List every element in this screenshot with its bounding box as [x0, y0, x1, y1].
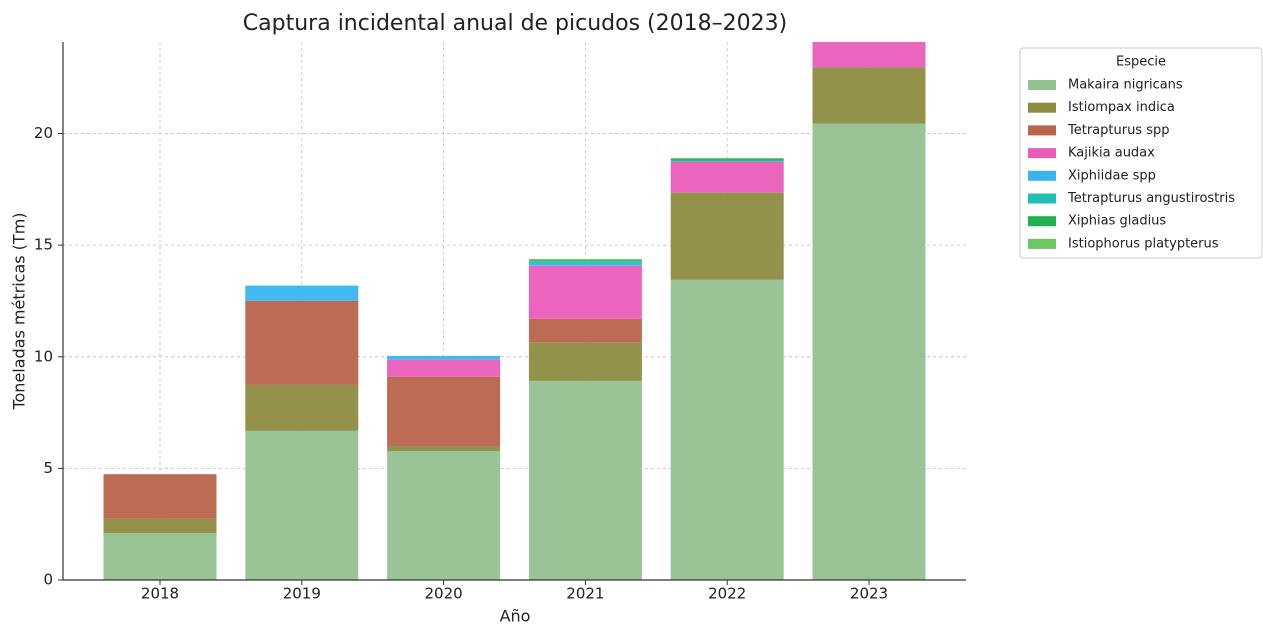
bar-segment [670, 161, 784, 193]
bar-segment [103, 518, 217, 534]
legend-label: Tetrapturus angustirostris [1067, 191, 1235, 206]
bar-segment [670, 160, 784, 162]
bar-segment [245, 384, 359, 431]
y-tick-label: 0 [43, 571, 53, 589]
legend-swatch [1028, 238, 1056, 249]
y-tick-label: 20 [34, 124, 53, 142]
bar-segment [245, 300, 359, 385]
bars [103, 42, 926, 580]
bar-segment [812, 67, 926, 124]
legend-swatch [1028, 102, 1056, 113]
legend-label: Xiphiidae spp [1068, 168, 1156, 183]
x-tick-label: 2020 [425, 585, 463, 603]
legend-title: Especie [1116, 55, 1166, 70]
bar-segment [670, 158, 784, 161]
bar-segment [528, 260, 642, 262]
bar-segment [528, 258, 642, 261]
legend-box [1019, 47, 1263, 259]
bar-segment [528, 342, 642, 381]
bar-segment [528, 265, 642, 319]
bar-segment [387, 376, 501, 447]
legend-label: Istiompax indica [1068, 100, 1175, 115]
bar-segment [670, 279, 784, 580]
legend-swatch [1028, 170, 1056, 181]
bar-segment [528, 380, 642, 580]
bar-segment [103, 533, 217, 580]
y-tick-label: 10 [34, 347, 53, 365]
x-tick-label: 2022 [708, 585, 746, 603]
y-tick-label: 15 [34, 236, 53, 254]
legend-label: Xiphias gladius [1068, 214, 1166, 229]
y-tick-label: 5 [43, 459, 53, 477]
bar-segment [387, 359, 501, 377]
legend-swatch [1028, 80, 1056, 90]
legend-label: Tetrapturus spp [1067, 123, 1170, 138]
bar-segment [528, 261, 642, 264]
bar-segment [245, 285, 359, 301]
bar-segment [387, 446, 501, 451]
bar-segment [670, 192, 784, 280]
x-tick-label: 2023 [850, 585, 888, 603]
legend-label: Makaira nigricans [1068, 78, 1183, 93]
y-axis-label: Toneladas métricas (Tm) [10, 212, 29, 410]
bar-segment [528, 318, 642, 343]
bar-segment [812, 42, 926, 68]
legend-label: Istiophorus platypterus [1068, 236, 1219, 251]
x-tick-label: 2021 [566, 585, 604, 603]
bar-segment [528, 263, 642, 266]
x-tick-label: 2018 [141, 585, 179, 603]
legend-swatch [1028, 216, 1056, 227]
x-tick-label: 2019 [283, 585, 321, 603]
legend-swatch [1028, 193, 1056, 204]
bar-segment [387, 355, 501, 360]
bar-segment [387, 450, 501, 580]
x-axis-label: Año [500, 607, 531, 626]
chart-title: Captura incidental anual de picudos (201… [243, 11, 787, 36]
bar-segment [103, 474, 217, 519]
legend-swatch [1028, 148, 1056, 159]
bar-segment [812, 123, 926, 580]
legend-label: Kajikia audax [1068, 146, 1155, 161]
legend-swatch [1028, 125, 1056, 136]
bar-segment [245, 430, 359, 580]
